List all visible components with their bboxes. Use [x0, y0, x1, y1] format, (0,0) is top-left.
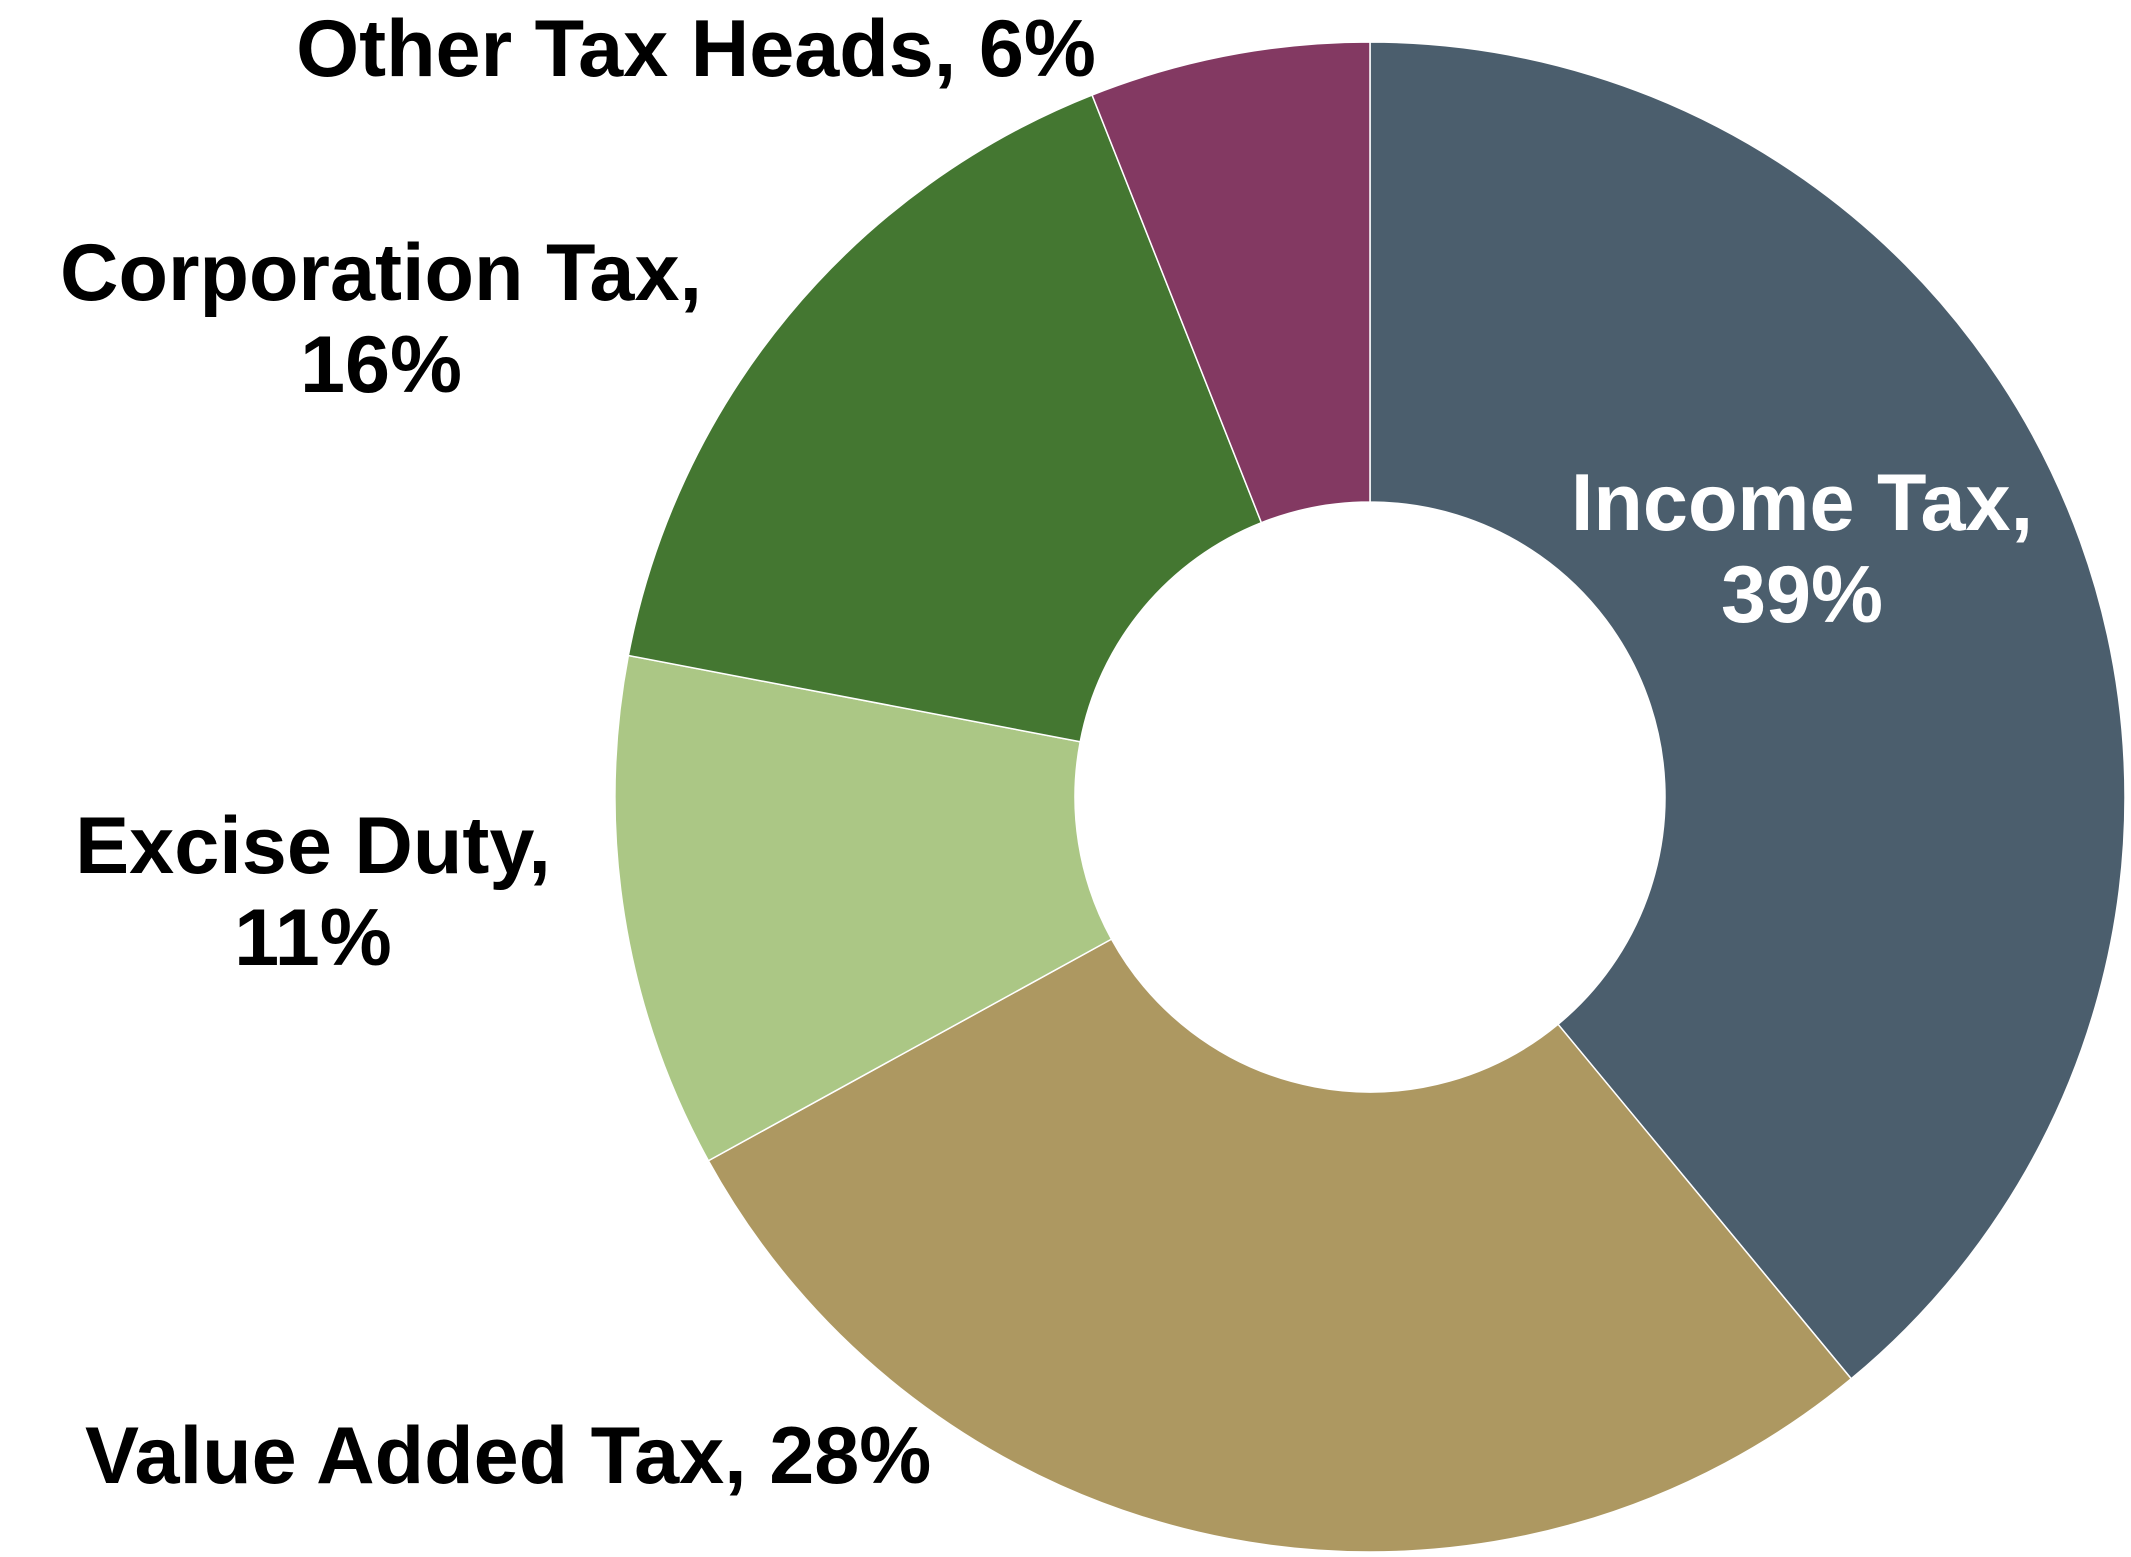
data-label-line: 16%	[300, 320, 462, 410]
data-label-excise-duty: Excise Duty, 11%	[75, 801, 551, 983]
data-label-line: Excise Duty,	[75, 801, 551, 891]
data-label-other-tax-heads: Other Tax Heads, 6%	[296, 4, 1096, 94]
data-label-line: 11%	[234, 893, 392, 983]
label-group: Income Tax, 39% Value Added Tax, 28% Excise…	[60, 4, 2033, 1501]
slice-other-tax-heads	[1091, 41, 1371, 524]
slice-corporation-tax	[627, 94, 1263, 743]
data-label-corporation-tax: Corporation Tax, 16%	[60, 228, 702, 410]
slice-income-tax	[1369, 41, 2126, 1380]
data-label-line: 39%	[1721, 550, 1883, 640]
slice-value-added-tax	[707, 938, 1853, 1553]
data-label-income-tax: Income Tax, 39%	[1571, 458, 2033, 640]
data-label-line: Corporation Tax,	[60, 228, 702, 318]
data-label-value-added-tax: Value Added Tax, 28%	[85, 1411, 931, 1501]
data-label-line: Value Added Tax, 28%	[85, 1411, 931, 1501]
slice-excise-duty	[614, 654, 1113, 1162]
data-label-line: Income Tax,	[1571, 458, 2033, 548]
data-label-line: Other Tax Heads, 6%	[296, 4, 1096, 94]
slice-group	[614, 41, 2126, 1553]
